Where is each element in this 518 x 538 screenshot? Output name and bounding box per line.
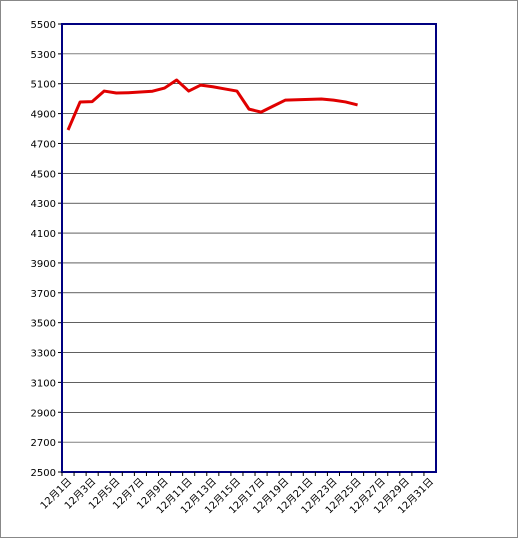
- data-line: [66, 78, 358, 131]
- y-tick-label: 3300: [31, 349, 56, 360]
- y-tick-label: 5500: [31, 20, 56, 31]
- plot-area: [62, 24, 436, 472]
- y-tick-label: 3900: [31, 259, 56, 270]
- y-tick-label: 5300: [31, 50, 56, 61]
- y-tick-label: 2500: [31, 468, 56, 479]
- y-tick-label: 2700: [31, 438, 56, 449]
- y-tick-label: 4300: [31, 199, 56, 210]
- y-tick-label: 3100: [31, 378, 56, 389]
- y-tick-label: 3700: [31, 289, 56, 300]
- y-tick-label: 4100: [31, 229, 56, 240]
- plot-border: [61, 23, 437, 473]
- y-tick-label: 2900: [31, 408, 56, 419]
- y-tick-label: 4700: [31, 139, 56, 150]
- y-tick-label: 4900: [31, 110, 56, 121]
- y-tick-label: 4500: [31, 169, 56, 180]
- y-tick-label: 5100: [31, 80, 56, 91]
- y-tick-label: 3500: [31, 319, 56, 330]
